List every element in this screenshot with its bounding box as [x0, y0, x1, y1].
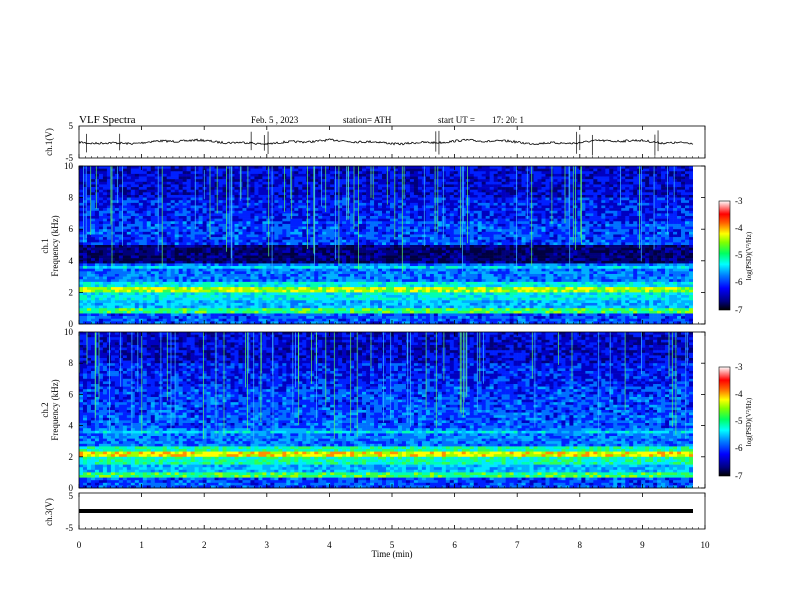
- ch1-channel-label: ch.1: [40, 238, 50, 253]
- ch1-spectrogram-panel: 0 2 4 6 8 10 ch.1 Frequency (kHz): [40, 161, 706, 329]
- frequency-tick-label: 8: [69, 193, 74, 203]
- ch1-waveform-line: [78, 138, 694, 146]
- frequency-tick-label: 8: [69, 358, 74, 368]
- frequency-tick-label: 10: [64, 327, 74, 337]
- time-tick-label: 9: [640, 540, 645, 550]
- ch3-ytick-bottom: -5: [66, 523, 74, 533]
- ch2-spectrogram-image: [78, 332, 705, 489]
- ch2-channel-label: ch.2: [40, 402, 50, 417]
- time-tick-label: 10: [701, 540, 711, 550]
- start-ut-value: 17: 20: 1: [492, 115, 524, 125]
- ch1-cb-tick-m7: -7: [735, 305, 743, 315]
- ch3-ytick-top: 5: [69, 491, 74, 501]
- ch2-colorbar-scale: [718, 366, 731, 477]
- ch1-waveform-panel: 5 -5 ch.1(V): [44, 121, 706, 163]
- ch1-cb-tick-m5: -5: [735, 250, 743, 260]
- ch2-cb-tick-m6: -6: [735, 443, 743, 453]
- frequency-tick-label: 6: [69, 389, 74, 399]
- time-tick-label: 7: [515, 540, 520, 550]
- start-ut-label: start UT =: [438, 115, 475, 125]
- ch3-waveform-panel: 5 -5 ch.3(V): [44, 491, 706, 533]
- time-axis-label: Time (min): [372, 549, 413, 559]
- date-label: Feb. 5 , 2023: [251, 115, 299, 125]
- time-tick-label: 0: [77, 540, 82, 550]
- ch1-cb-tick-m3: -3: [735, 196, 743, 206]
- ch1-ytick-bottom: -5: [66, 153, 74, 163]
- figure-title: VLF Spectra: [79, 114, 136, 126]
- time-tick-label: 2: [202, 540, 207, 550]
- ch2-cb-tick-m3: -3: [735, 362, 743, 372]
- ch2-cb-tick-m4: -4: [735, 389, 743, 399]
- ch1-colorbar-label: log(PSD)(V²/Hz): [745, 231, 753, 280]
- ch1-ytick-top: 5: [69, 121, 74, 131]
- ch2-cb-tick-m5: -5: [735, 416, 743, 426]
- frequency-tick-label: 6: [69, 224, 74, 234]
- ch1-spikes: [86, 130, 659, 156]
- frequency-tick-label: 2: [69, 287, 74, 297]
- ch1-cb-tick-m6: -6: [735, 277, 743, 287]
- frequency-tick-label: 0: [69, 483, 74, 493]
- frequency-tick-label: 4: [69, 421, 74, 431]
- ch1-waveform-frame: [78, 125, 706, 159]
- ch3-waveform-ylabel: ch.3(V): [44, 498, 54, 526]
- ch1-colorbar: -3 -4 -5 -6 -7 log(PSD)(V²/Hz): [718, 196, 753, 315]
- ch2-spectrogram-panel: 0 2 4 6 8 10 ch.2 Frequency (kHz): [40, 327, 706, 493]
- ch2-colorbar: -3 -4 -5 -6 -7 log(PSD)(V²/Hz): [718, 362, 753, 481]
- time-tick-label: 4: [327, 540, 332, 550]
- frequency-tick-label: 2: [69, 452, 74, 462]
- ch1-colorbar-scale: [718, 200, 731, 311]
- ch2-colorbar-label: log(PSD)(V²/Hz): [745, 397, 753, 446]
- ch1-cb-tick-m4: -4: [735, 223, 743, 233]
- frequency-tick-label: 10: [64, 161, 74, 171]
- time-tick-label: 1: [139, 540, 144, 550]
- time-tick-label: 3: [265, 540, 270, 550]
- ch3-waveform-line: [79, 509, 693, 513]
- time-tick-label: 8: [578, 540, 583, 550]
- frequency-tick-label: 0: [69, 319, 74, 329]
- ch2-frequency-label: Frequency (kHz): [50, 379, 60, 440]
- ch2-cb-tick-m7: -7: [735, 471, 743, 481]
- time-axis: 0 1 2 3 4 5 6 7 8 9 10: [77, 126, 710, 550]
- station-label: station= ATH: [343, 115, 392, 125]
- ch1-spectrogram-image: [79, 166, 705, 325]
- time-tick-label: 5: [390, 540, 395, 550]
- time-tick-label: 6: [452, 540, 457, 550]
- ch1-waveform-ylabel: ch.1(V): [44, 128, 54, 156]
- frequency-tick-label: 4: [69, 256, 74, 266]
- ch1-frequency-label: Frequency (kHz): [50, 215, 60, 276]
